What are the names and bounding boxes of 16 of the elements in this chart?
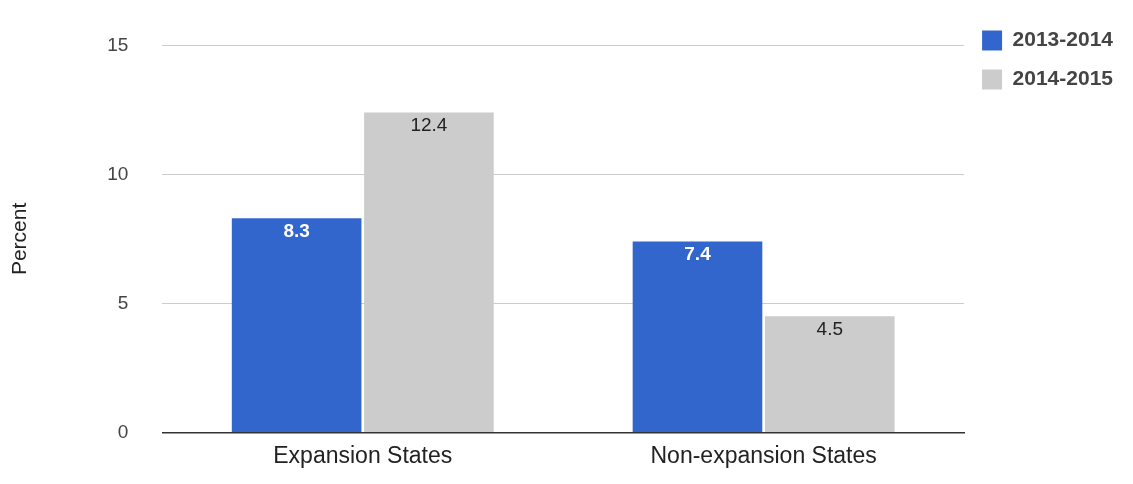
bar xyxy=(632,241,763,432)
data-label: 7.4 xyxy=(684,243,712,265)
data-label: 4.5 xyxy=(816,318,843,340)
y-axis-title: Percent xyxy=(7,202,31,276)
bar xyxy=(764,316,895,432)
x-tick-label: Non-expansion States xyxy=(650,441,877,468)
y-tick-label: 15 xyxy=(107,33,129,55)
x-tick-label: Expansion States xyxy=(273,441,453,468)
legend-label: 2013-2014 xyxy=(1012,27,1114,51)
data-label: 8.3 xyxy=(283,219,310,241)
bar xyxy=(231,218,362,432)
y-tick-label: 5 xyxy=(117,291,129,313)
y-tick-label: 0 xyxy=(117,420,129,442)
legend-label: 2014-2015 xyxy=(1012,66,1114,90)
y-tick-label: 10 xyxy=(107,162,129,184)
data-label: 12.4 xyxy=(410,114,448,136)
